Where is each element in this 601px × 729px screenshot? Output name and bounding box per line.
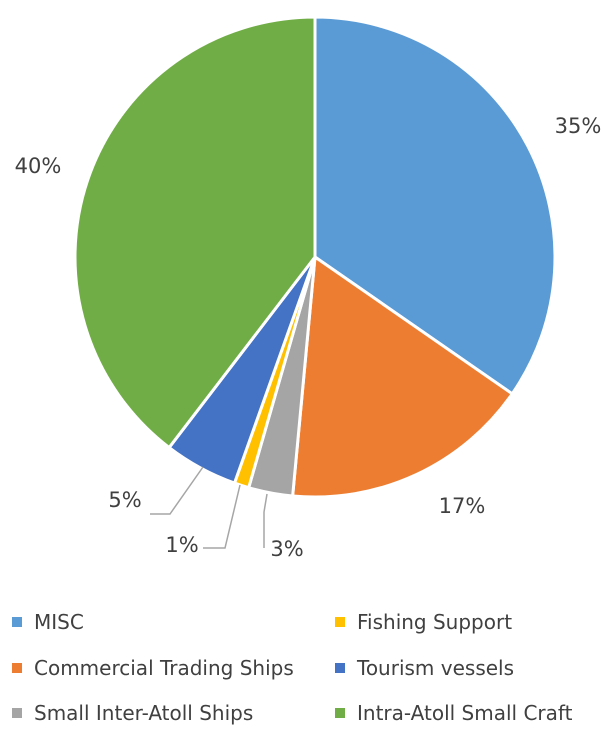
legend-swatch-intra-atoll-small-craft: [335, 708, 345, 718]
leader-line-small-inter-atoll-ships: [263, 493, 268, 548]
pie-slice-misc: [313, 15, 557, 396]
data-label-intra-atoll-small-craft: 40%: [15, 154, 62, 178]
data-label-tourism-vessels: 5%: [108, 488, 141, 512]
leader-line-fishing-support: [203, 484, 241, 549]
data-label-misc: 35%: [555, 114, 601, 138]
pie-slice-intra-atoll-small-craft: [73, 15, 317, 450]
pie-slice-commercial-trading-ships: [291, 255, 514, 499]
legend-item-tourism-vessels: Tourism vessels: [335, 656, 514, 680]
legend-swatch-tourism-vessels: [335, 663, 345, 673]
legend-label-fishing-support: Fishing Support: [357, 610, 513, 634]
legend-label-misc: MISC: [34, 610, 84, 634]
legend-swatch-small-inter-atoll-ships: [12, 708, 22, 718]
chart-legend: MISC Fishing Support Commercial Trading …: [0, 600, 601, 729]
legend-item-intra-atoll-small-craft: Intra-Atoll Small Craft: [335, 701, 572, 725]
legend-item-misc: MISC: [12, 610, 84, 634]
pie-chart-canvas: 35% 17% 3% 1% 5% 40%: [15, 15, 601, 561]
data-label-small-inter-atoll-ships: 3%: [270, 537, 303, 561]
legend-label-commercial-trading-ships: Commercial Trading Ships: [34, 656, 294, 680]
legend-swatch-misc: [12, 617, 22, 627]
legend-swatch-commercial-trading-ships: [12, 663, 22, 673]
legend-label-tourism-vessels: Tourism vessels: [357, 656, 515, 680]
legend-label-small-inter-atoll-ships: Small Inter-Atoll Ships: [34, 701, 254, 725]
legend-item-fishing-support: Fishing Support: [335, 610, 512, 634]
legend-label-intra-atoll-small-craft: Intra-Atoll Small Craft: [357, 701, 573, 725]
legend-swatch-fishing-support: [335, 617, 345, 627]
legend-item-commercial-trading-ships: Commercial Trading Ships: [12, 656, 294, 680]
legend-item-small-inter-atoll-ships: Small Inter-Atoll Ships: [12, 701, 253, 725]
leader-line-tourism-vessels: [150, 466, 204, 515]
data-label-fishing-support: 1%: [165, 533, 198, 557]
data-label-commercial-trading-ships: 17%: [439, 494, 486, 518]
